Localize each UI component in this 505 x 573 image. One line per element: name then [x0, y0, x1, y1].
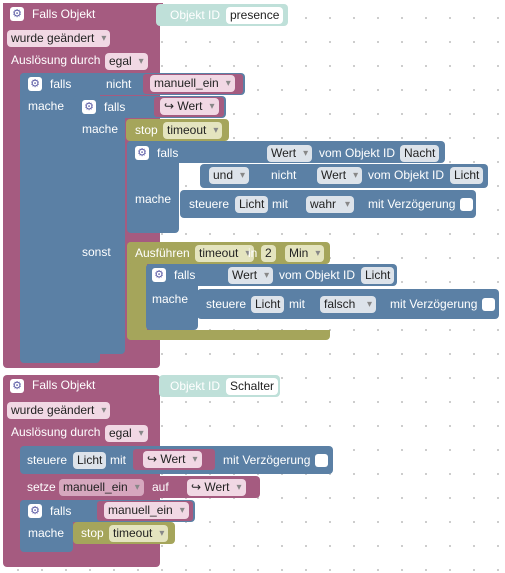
and-dropdown[interactable]: und: [209, 167, 250, 184]
trigger-dropdown[interactable]: egal: [105, 53, 148, 70]
timer-do-label: mache: [152, 292, 189, 306]
from-object-label: vom Objekt ID: [319, 146, 396, 160]
gear-icon[interactable]: ⚙: [82, 100, 96, 114]
delay-checkbox[interactable]: [460, 198, 473, 211]
variable-dropdown[interactable]: manuell_ein: [104, 502, 189, 519]
delay-label: mit Verzögerung: [368, 197, 456, 211]
value-dropdown[interactable]: ↪ Wert: [143, 451, 202, 468]
timer-if-label: falls: [174, 268, 196, 282]
timeout-dropdown[interactable]: timeout: [195, 245, 255, 262]
object-id-field[interactable]: Objekt ID presence: [156, 4, 288, 26]
with-label: mit: [110, 453, 126, 467]
stop-dropdown[interactable]: timeout: [163, 122, 223, 139]
inner-if-label: falls: [104, 100, 126, 114]
value-dropdown-3[interactable]: Wert: [228, 267, 274, 284]
from-object-label-2: vom Objekt ID: [368, 168, 445, 182]
value-dropdown-2[interactable]: Wert: [317, 167, 363, 184]
gear-icon[interactable]: ⚙: [135, 146, 149, 160]
gear-icon[interactable]: ⚙: [10, 379, 24, 393]
stop-dropdown[interactable]: timeout: [109, 525, 169, 542]
trigger-dropdown[interactable]: egal: [105, 425, 148, 442]
object-licht[interactable]: Licht: [235, 196, 269, 213]
if-label: falls: [50, 504, 72, 518]
set-label: setze: [27, 480, 56, 494]
trigger-label: Auslösung durch: [11, 53, 101, 67]
trigger-label: Auslösung durch: [11, 425, 101, 439]
nested-if-label: falls: [157, 146, 179, 160]
gear-icon[interactable]: ⚙: [152, 268, 166, 282]
delay-number[interactable]: 2: [261, 245, 276, 262]
stop-label: stop: [135, 123, 158, 137]
variable-dropdown[interactable]: manuell_ein: [59, 479, 144, 496]
value-dropdown[interactable]: Wert: [267, 145, 313, 162]
with-label: mit: [272, 197, 288, 211]
object-id-label: Objekt ID: [170, 8, 221, 22]
object-licht[interactable]: Licht: [251, 296, 285, 313]
if-label: falls: [50, 77, 72, 91]
control-label: steuere: [206, 297, 247, 311]
trigger-title: Falls Objekt: [32, 7, 96, 21]
delay-checkbox[interactable]: [482, 298, 495, 311]
trigger-title: Falls Objekt: [32, 378, 96, 392]
object-licht[interactable]: Licht: [73, 452, 107, 469]
else-label: sonst: [82, 245, 111, 259]
gear-icon[interactable]: ⚙: [28, 77, 42, 91]
do-label: mache: [28, 99, 65, 113]
object-id-label: Objekt ID: [170, 379, 221, 393]
gear-icon[interactable]: ⚙: [28, 504, 42, 518]
exec-label: Ausführen: [135, 246, 190, 260]
delay-label: mit Verzögerung: [223, 453, 311, 467]
gear-icon[interactable]: ⚙: [10, 7, 24, 21]
timer-block[interactable]: [127, 242, 147, 340]
object-licht[interactable]: Licht: [450, 167, 484, 184]
object-id-value[interactable]: Schalter: [226, 378, 279, 395]
true-dropdown[interactable]: wahr: [306, 196, 354, 213]
object-licht[interactable]: Licht: [361, 267, 395, 284]
event-dropdown[interactable]: wurde geändert: [7, 402, 111, 419]
variable-dropdown[interactable]: manuell_ein: [150, 75, 235, 92]
control-label: steuere: [189, 197, 230, 211]
inner-if-block[interactable]: [73, 96, 125, 354]
value-dropdown-2[interactable]: ↪ Wert: [187, 479, 246, 496]
false-dropdown[interactable]: falsch: [320, 296, 376, 313]
from-object-label-3: vom Objekt ID: [279, 268, 356, 282]
nested-do-label: mache: [135, 192, 172, 206]
value-dropdown[interactable]: ↪ Wert: [160, 98, 219, 115]
in-label: in: [248, 246, 258, 260]
stop-label: stop: [81, 526, 104, 540]
control-label: steuere: [27, 453, 68, 467]
trigger-header-row: [3, 3, 163, 25]
do-label: mache: [28, 526, 65, 540]
delay-label: mit Verzögerung: [390, 297, 478, 311]
inner-do-label: mache: [82, 122, 119, 136]
event-dropdown[interactable]: wurde geändert: [7, 30, 111, 47]
object-id-value[interactable]: presence: [226, 7, 284, 24]
on-label: auf: [152, 480, 169, 494]
object-nacht[interactable]: Nacht: [400, 145, 440, 162]
object-id-field[interactable]: Objekt ID Schalter: [159, 375, 280, 397]
not-label: nicht: [106, 77, 132, 91]
with-label: mit: [289, 297, 305, 311]
delay-checkbox[interactable]: [315, 454, 328, 467]
unit-dropdown[interactable]: Min: [285, 245, 325, 262]
timer-footer: [127, 330, 330, 340]
not-label-2: nicht: [271, 168, 297, 182]
